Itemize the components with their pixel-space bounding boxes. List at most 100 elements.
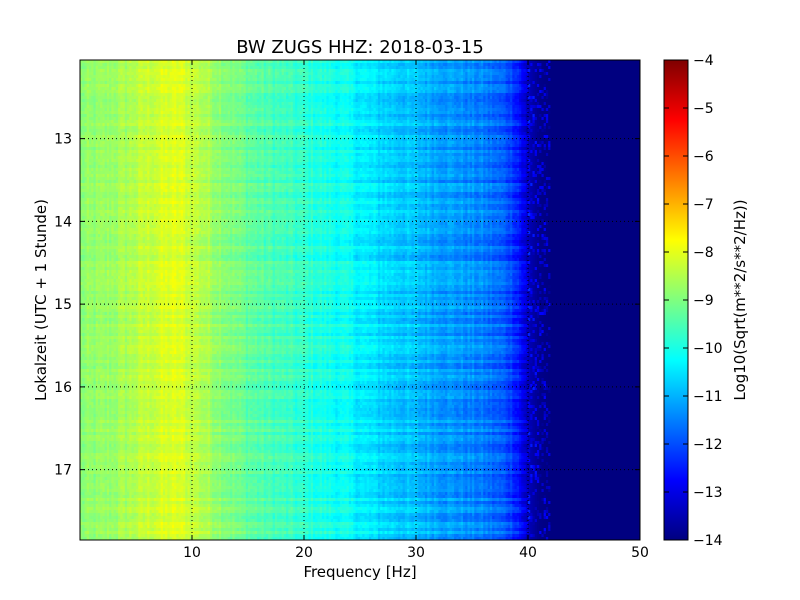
heatmap-cell: [230, 78, 233, 82]
heatmap-cell: [232, 66, 236, 70]
heatmap-cell: [277, 78, 280, 82]
heatmap-cell: [599, 63, 603, 67]
heatmap-cell: [245, 60, 249, 64]
heatmap-cell: [626, 75, 630, 79]
heatmap-cell: [335, 78, 339, 82]
heatmap-cell: [433, 75, 437, 79]
heatmap-cell: [234, 60, 238, 64]
heatmap-cell: [552, 72, 556, 76]
heatmap-cell: [501, 60, 504, 64]
heatmap-cell: [357, 72, 361, 76]
heatmap-cell: [465, 66, 469, 70]
heatmap-cell: [525, 63, 529, 67]
heatmap-cell: [84, 75, 88, 79]
heatmap-cell: [595, 69, 599, 73]
heatmap-cell: [418, 75, 422, 79]
heatmap-cell: [561, 81, 565, 85]
heatmap-cell: [234, 69, 238, 73]
heatmap-cell: [221, 78, 224, 82]
heatmap-cell: [283, 72, 287, 76]
heatmap-cell: [420, 60, 424, 64]
heatmap-cell: [456, 75, 460, 79]
heatmap-cell: [391, 72, 395, 76]
heatmap-cell: [465, 69, 469, 73]
heatmap-cell: [180, 66, 184, 70]
heatmap-cell: [129, 81, 133, 85]
heatmap-cell: [156, 72, 159, 76]
heatmap-cell: [624, 75, 628, 79]
heatmap-cell: [337, 78, 341, 82]
heatmap-cell: [283, 63, 287, 67]
heatmap-cell: [592, 72, 596, 76]
heatmap-cell: [106, 66, 110, 70]
heatmap-cell: [586, 75, 590, 79]
heatmap-cell: [541, 81, 545, 85]
heatmap-cell: [409, 69, 413, 73]
heatmap-cell: [566, 63, 569, 67]
heatmap-cell: [454, 60, 457, 64]
heatmap-cell: [277, 69, 280, 73]
heatmap-cell: [570, 60, 574, 64]
heatmap-cell: [248, 63, 251, 67]
heatmap-cell: [566, 75, 569, 79]
heatmap-cell: [597, 66, 601, 70]
heatmap-cell: [386, 69, 390, 73]
heatmap-cell: [176, 66, 180, 70]
heatmap-cell: [351, 69, 354, 73]
heatmap-cell: [180, 78, 184, 82]
heatmap-cell: [377, 69, 381, 73]
heatmap-cell: [624, 72, 628, 76]
heatmap-cell: [207, 69, 211, 73]
heatmap-cell: [368, 72, 372, 76]
heatmap-cell: [162, 60, 166, 64]
heatmap-cell: [169, 63, 173, 67]
heatmap-cell: [635, 63, 639, 67]
heatmap-cell: [194, 66, 198, 70]
heatmap-cell: [631, 69, 634, 73]
heatmap-cell: [97, 69, 101, 73]
heatmap-cell: [165, 66, 168, 70]
heatmap-cell: [364, 78, 368, 82]
heatmap-cell: [568, 63, 572, 67]
heatmap-cell: [317, 75, 321, 79]
heatmap-cell: [599, 78, 603, 82]
heatmap-cell: [91, 75, 95, 79]
heatmap-cell: [366, 72, 370, 76]
heatmap-cell: [104, 78, 108, 82]
heatmap-cell: [440, 60, 444, 64]
heatmap-cell: [514, 66, 518, 70]
heatmap-cell: [496, 66, 500, 70]
heatmap-cell: [162, 75, 166, 79]
heatmap-cell: [310, 81, 314, 85]
heatmap-cell: [445, 78, 448, 82]
heatmap-cell: [584, 78, 587, 82]
heatmap-cell: [368, 78, 372, 82]
heatmap-cell: [541, 69, 545, 73]
heatmap-cell: [194, 75, 198, 79]
heatmap-cell: [353, 78, 357, 82]
heatmap-cell: [243, 69, 247, 73]
heatmap-cell: [608, 60, 612, 64]
heatmap-cell: [268, 69, 271, 73]
heatmap-cell: [270, 75, 274, 79]
heatmap-cell: [174, 60, 177, 64]
heatmap-cell: [601, 63, 605, 67]
heatmap-cell: [88, 66, 92, 70]
heatmap-cell: [566, 60, 569, 64]
heatmap-cell: [342, 66, 345, 70]
heatmap-cell: [507, 60, 511, 64]
heatmap-cell: [351, 60, 354, 64]
heatmap-cell: [478, 63, 482, 67]
heatmap-cell: [362, 72, 366, 76]
heatmap-cell: [575, 60, 578, 64]
heatmap-cell: [548, 63, 551, 67]
heatmap-cell: [306, 81, 310, 85]
heatmap-cell: [525, 60, 529, 64]
heatmap-cell: [281, 78, 285, 82]
heatmap-cell: [310, 63, 314, 67]
heatmap-cell: [510, 60, 513, 64]
heatmap-cell: [557, 72, 560, 76]
heatmap-cell: [160, 69, 164, 73]
heatmap-cell: [312, 81, 316, 85]
heatmap-cell: [104, 84, 108, 88]
